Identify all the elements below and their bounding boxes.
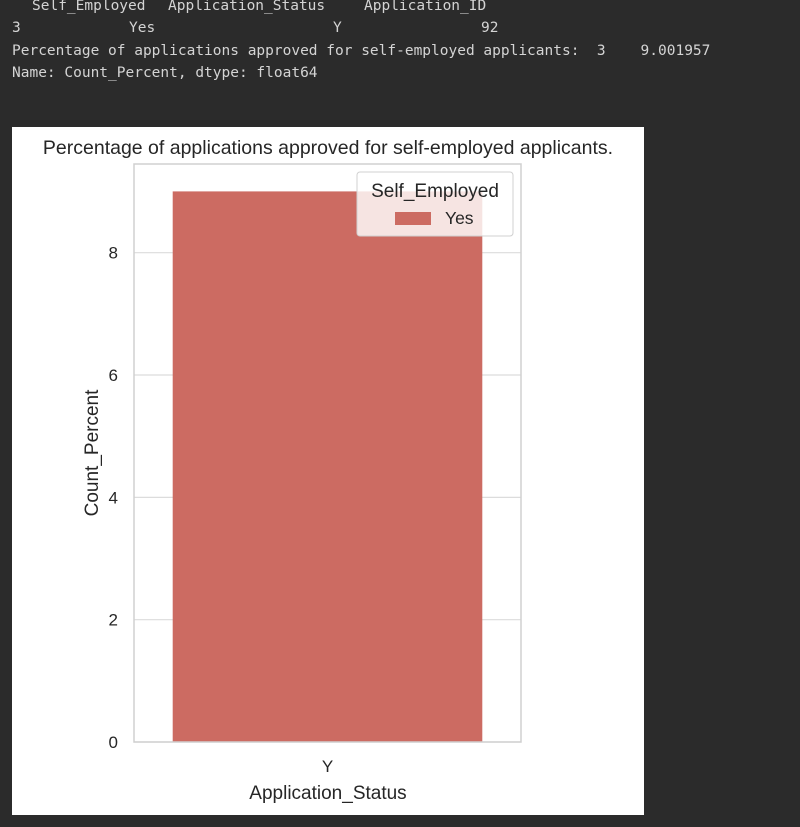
legend-swatch [395,212,431,225]
y-tick-labels: 0 2 4 6 8 [109,244,118,752]
legend: Self_Employed Yes [356,171,514,237]
bar-yes-y [172,191,483,742]
y-axis-label: Count_Percent [82,389,103,516]
chart-title: Percentage of applications approved for … [43,137,613,159]
y-tick-label: 2 [109,611,118,630]
y-tick-label: 0 [109,733,118,752]
chart-figure: Percentage of applications approved for … [12,127,644,815]
console-header-application-status: Application_Status [168,0,326,14]
x-tick-labels: Y [322,757,333,776]
console-header-self-employed: Self_Employed [32,0,146,14]
console-row-self-employed: Yes [129,20,156,36]
legend-title: Self_Employed [371,181,499,202]
x-tick-label: Y [322,757,333,776]
x-axis-label: Application_Status [249,783,406,804]
console-row-index: 3 [12,20,21,36]
legend-label-yes: Yes [445,208,474,228]
y-tick-label: 8 [109,244,118,263]
console-row-application-status: Y [333,20,342,36]
console-header-application-id: Application_ID [364,0,487,14]
console-result-line: Percentage of applications approved for … [12,43,711,59]
console-row-application-id: 92 [481,20,499,36]
y-tick-label: 6 [109,366,118,385]
y-tick-label: 4 [109,488,118,507]
console-dtype-line: Name: Count_Percent, dtype: float64 [12,65,318,81]
plot-frame [133,163,522,743]
bar-chart: Percentage of applications approved for … [12,127,644,815]
console-output: Self_Employed Application_Status Applica… [0,0,800,110]
bars-layer [172,191,483,742]
